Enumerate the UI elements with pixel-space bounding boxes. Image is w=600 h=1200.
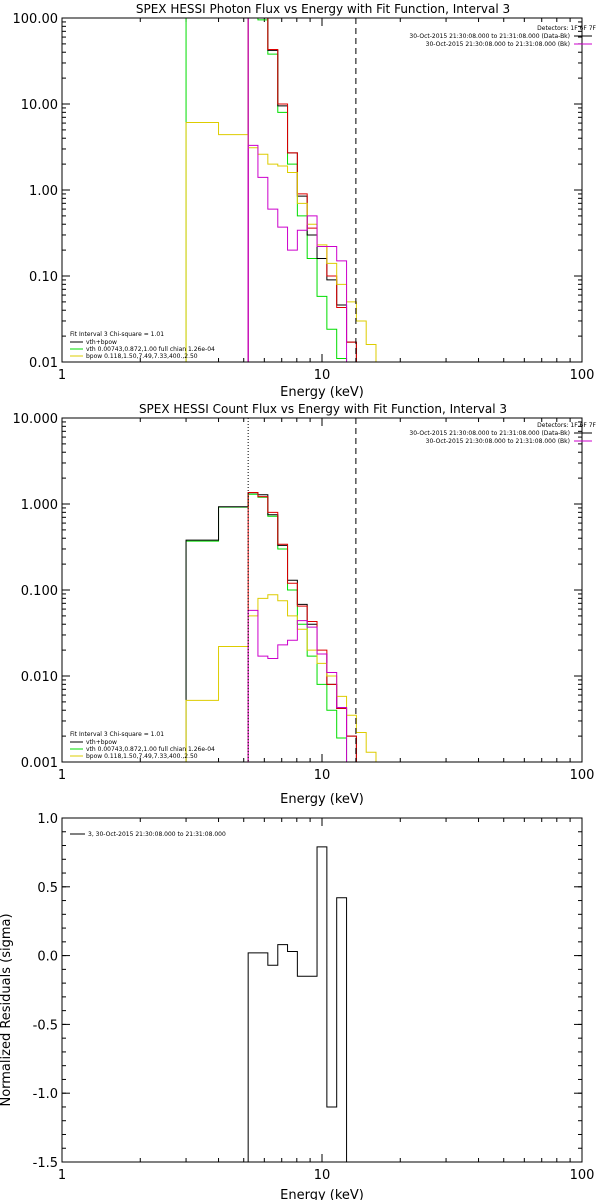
legend-entry: 30-Oct-2015 21:30:08.000 to 21:31:08.000… [426, 41, 570, 48]
y-tick-label: -1.5 [33, 1156, 58, 1171]
count-flux-series [185, 492, 377, 763]
y-tick-label: 0.10 [29, 270, 58, 285]
x-tick-label: 100 [570, 1168, 595, 1183]
x-tick-label: 100 [570, 368, 595, 383]
count-flux-legend-right: Detectors: 1F 6F 7F 30-Oct-2015 21:30:08… [409, 422, 596, 445]
legend-detectors: Detectors: 1F 6F 7F [537, 25, 596, 32]
y-tick-label: 1.00 [29, 184, 58, 199]
series-bk [247, 144, 348, 362]
x-tick-label: 1 [58, 1168, 66, 1183]
legend-entry: 30-Oct-2015 21:30:08.000 to 21:31:08.000… [426, 438, 570, 445]
y-tick-label: 10.00 [21, 98, 58, 113]
legend-entry: vth 0.00743,0.872,1.00 full chian 1.26e-… [86, 346, 215, 353]
y-tick-label: -1.0 [33, 1087, 58, 1102]
photon-flux-vlines [247, 18, 357, 362]
series-data [247, 492, 357, 762]
legend-entry: bpow 0.118,1.50,7.49,7.33,400.,2.50 [86, 353, 198, 360]
legend-entry: 30-Oct-2015 21:30:08.000 to 21:31:08.000… [409, 33, 570, 40]
series-total [185, 492, 357, 762]
x-tick-label: 100 [570, 768, 595, 783]
legend-entry: bpow 0.118,1.50,7.49,7.33,400.,2.50 [86, 753, 198, 760]
photon-flux-panel: SPEX HESSI Photon Flux vs Energy with Fi… [13, 2, 597, 400]
legend-fit-header: Fit Interval 3 Chi-square = 1.01 [70, 731, 164, 738]
residuals-legend: 3, 30-Oct-2015 21:30:08.000 to 21:31:08.… [70, 831, 226, 838]
legend-entry: vth 0.00743,0.872,1.00 full chian 1.26e-… [86, 746, 215, 753]
legend-detectors: Detectors: 1F 6F 7F [537, 422, 596, 429]
count-flux-legend-left: Fit Interval 3 Chi-square = 1.01 vth+bpo… [70, 731, 215, 760]
x-tick-label: 10 [314, 368, 331, 383]
photon-flux-xlabel: Energy (keV) [280, 385, 364, 400]
series-bpow [185, 121, 377, 362]
series-vth [185, 493, 357, 763]
y-tick-label: 0.010 [21, 670, 58, 685]
residuals-ylabel: Normalized Residuals (sigma) [0, 913, 14, 1106]
residuals-xlabel: Energy (keV) [280, 1188, 364, 1200]
series-data [247, 17, 367, 363]
photon-flux-title: SPEX HESSI Photon Flux vs Energy with Fi… [136, 2, 510, 16]
x-tick-label: 1 [58, 368, 66, 383]
y-tick-label: 10.000 [13, 412, 59, 427]
series-residuals [247, 846, 348, 1162]
photon-flux-frame [61, 17, 583, 363]
series-total [247, 17, 367, 363]
y-tick-label: 1.0 [37, 812, 58, 827]
y-tick-label: 0.01 [29, 356, 58, 371]
series-bpow [185, 594, 377, 762]
count-flux-xlabel: Energy (keV) [280, 792, 364, 807]
photon-flux-legend-right: Detectors: 1F 6F 7F 30-Oct-2015 21:30:08… [409, 25, 596, 48]
legend-entry: 3, 30-Oct-2015 21:30:08.000 to 21:31:08.… [88, 831, 226, 838]
y-tick-label: 100.00 [13, 12, 59, 27]
series-bk [247, 609, 348, 762]
y-tick-label: 1.000 [21, 498, 58, 513]
y-tick-label: 0.100 [21, 584, 58, 599]
count-flux-title: SPEX HESSI Count Flux vs Energy with Fit… [139, 402, 507, 416]
photon-flux-series [185, 17, 377, 363]
series-vth [185, 17, 357, 363]
x-tick-label: 10 [314, 768, 331, 783]
count-flux-vlines [247, 418, 357, 762]
photon-flux-legend-left: Fit Interval 3 Chi-square = 1.01 vth+bpo… [70, 331, 215, 360]
residuals-frame [61, 817, 583, 1163]
count-flux-frame [61, 417, 583, 763]
residuals-ticks: 1 10 100 -1.5 -1.0 -0.5 0.0 0.5 1.0 [33, 812, 595, 1183]
y-tick-label: 0.001 [21, 756, 58, 771]
residuals-panel: Energy (keV) Normalized Residuals (sigma… [0, 812, 594, 1200]
legend-entry: 30-Oct-2015 21:30:08.000 to 21:31:08.000… [409, 430, 570, 437]
y-tick-label: -0.5 [33, 1018, 58, 1033]
count-flux-ticks: 1 10 100 0.001 0.010 0.100 1.000 10.000 [13, 412, 595, 783]
x-tick-label: 1 [58, 768, 66, 783]
x-tick-label: 10 [314, 1168, 331, 1183]
y-tick-label: 0.5 [37, 881, 58, 896]
photon-flux-ticks: 1 10 100 0.01 0.10 1.00 10.00 100.00 [13, 12, 595, 383]
legend-entry: vth+bpow [86, 739, 117, 746]
residuals-series [247, 846, 348, 1162]
legend-entry: vth+bpow [86, 339, 117, 346]
legend-fit-header: Fit Interval 3 Chi-square = 1.01 [70, 331, 164, 338]
count-flux-panel: SPEX HESSI Count Flux vs Energy with Fit… [13, 402, 597, 807]
y-tick-label: 0.0 [37, 950, 58, 965]
